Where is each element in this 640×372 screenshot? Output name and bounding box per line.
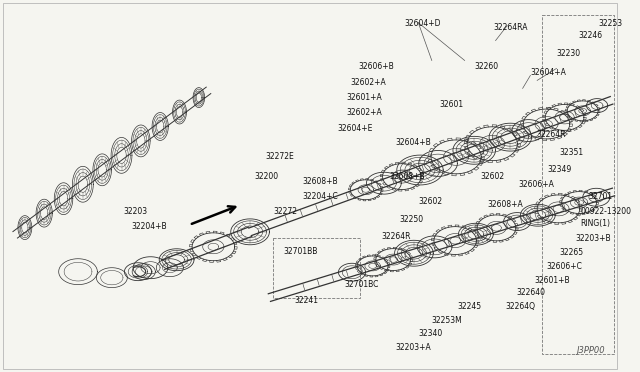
Text: 32604+A: 32604+A [531,68,566,77]
Text: 32701BC: 32701BC [345,280,379,289]
Text: 322640: 322640 [517,288,546,296]
Text: 32204+C: 32204+C [302,192,338,201]
Text: 32272: 32272 [273,207,297,216]
Text: 32601: 32601 [440,100,463,109]
Text: 32602+A: 32602+A [347,108,383,117]
Text: 32264RA: 32264RA [493,23,528,32]
Text: RING(1): RING(1) [580,219,611,228]
Text: 32701BB: 32701BB [283,247,317,256]
Text: J3PP00: J3PP00 [576,346,605,355]
Text: 32253M: 32253M [432,315,463,324]
Text: 32230: 32230 [556,48,580,58]
Text: 32608+A: 32608+A [488,200,524,209]
Text: 32264R: 32264R [536,130,566,139]
Text: 00922-13200: 00922-13200 [580,207,632,216]
Text: 32606+C: 32606+C [547,262,582,271]
Text: 32264Q: 32264Q [505,302,535,311]
Text: 32606+B: 32606+B [358,62,394,71]
Text: 32200: 32200 [255,172,279,181]
Text: 32203+A: 32203+A [395,343,431,352]
Text: 32241: 32241 [294,296,319,305]
Text: 32260: 32260 [474,62,499,71]
Text: 32608+B: 32608+B [389,172,425,181]
Text: 32604+E: 32604+E [337,124,372,133]
Text: 32265: 32265 [559,248,584,257]
Text: 32602: 32602 [480,172,504,181]
Text: 32608+B: 32608+B [302,177,338,186]
Text: 32606+A: 32606+A [519,180,555,189]
Text: 32604+D: 32604+D [404,19,441,28]
Text: 32253: 32253 [598,19,622,28]
Text: 32601+B: 32601+B [534,276,570,285]
Text: 32203+B: 32203+B [576,234,611,243]
Text: 32602+A: 32602+A [351,78,387,87]
Text: 32351: 32351 [559,148,584,157]
Text: 32204+B: 32204+B [131,222,167,231]
Text: 32250: 32250 [400,215,424,224]
Text: 32246: 32246 [579,31,603,39]
Text: 32601+A: 32601+A [347,93,383,102]
Text: 32701: 32701 [588,192,612,201]
Text: 32604+B: 32604+B [395,138,431,147]
Text: 32349: 32349 [548,165,572,174]
Text: 32272E: 32272E [266,152,294,161]
Text: 32264R: 32264R [381,232,411,241]
Text: 32340: 32340 [419,330,442,339]
Text: 32245: 32245 [457,302,481,311]
Text: 32203: 32203 [124,207,148,216]
Text: 32602: 32602 [419,197,442,206]
